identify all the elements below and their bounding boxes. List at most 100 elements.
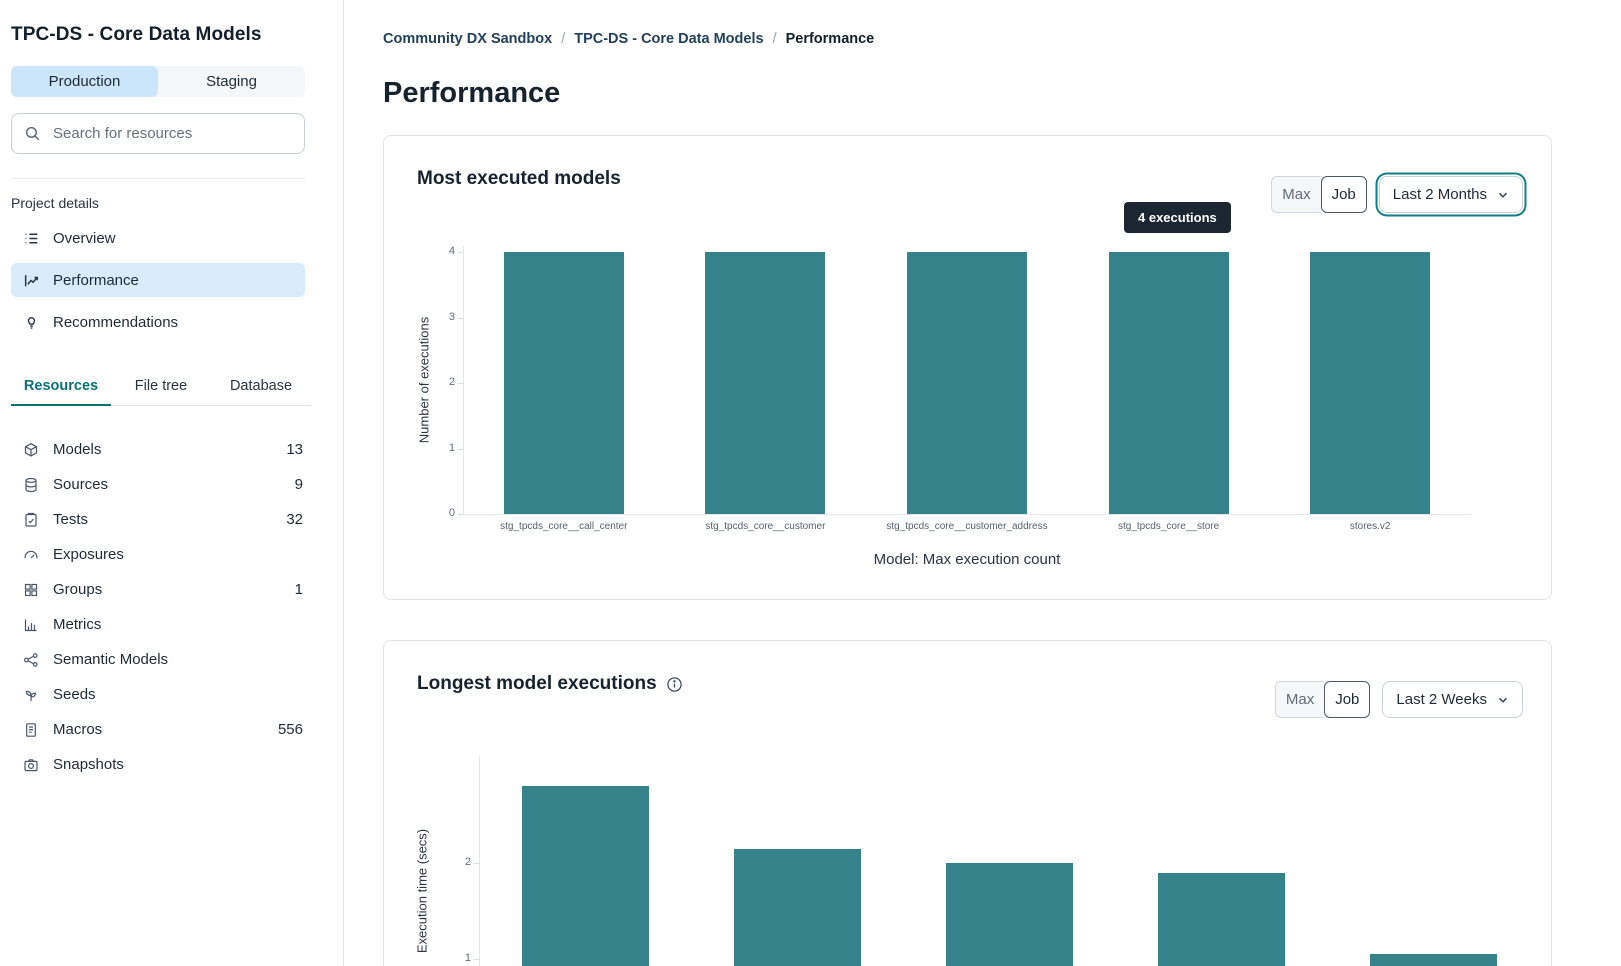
resource-item-seeds[interactable]: Seeds [11, 677, 305, 712]
max-toggle-button[interactable]: Max [1274, 681, 1325, 718]
breadcrumb-current: Performance [785, 31, 875, 47]
resource-count: 556 [277, 721, 303, 738]
y-axis-line [479, 756, 480, 966]
bar-2[interactable] [945, 863, 1073, 966]
bar-0[interactable] [503, 252, 624, 514]
bar-3[interactable] [1157, 872, 1285, 966]
grid-icon [23, 582, 39, 598]
x-category-label: stores.v2 [1349, 521, 1391, 532]
resource-label: Macros [53, 721, 103, 738]
time-range-dropdown[interactable]: Last 2 Months [1378, 176, 1523, 213]
y-tick-label: 1 [464, 952, 471, 964]
bar-3[interactable] [1108, 252, 1229, 514]
info-icon[interactable] [666, 676, 683, 693]
resource-item-groups[interactable]: Groups 1 [11, 572, 305, 607]
bar-4[interactable] [1310, 252, 1431, 514]
max-toggle-button[interactable]: Max [1271, 176, 1321, 213]
aggregation-toggle: Max Job [1271, 176, 1367, 213]
project-details-label: Project details [11, 195, 99, 211]
resource-item-tests[interactable]: Tests 32 [11, 502, 305, 537]
x-category-label: stg_tpcds_core__customer [705, 521, 826, 532]
document-icon [23, 722, 39, 738]
y-tick-mark [458, 383, 463, 384]
resource-count: 13 [286, 441, 303, 458]
resource-search [11, 113, 305, 154]
main-content: Community DX Sandbox / TPC-DS - Core Dat… [345, 0, 1621, 966]
sidebar-divider [11, 178, 305, 179]
resource-item-macros[interactable]: Macros 556 [11, 712, 305, 747]
bar-1[interactable] [733, 848, 861, 966]
chart-tooltip: 4 executions [1124, 202, 1231, 233]
sidebar-item-recommendations[interactable]: Recommendations [11, 305, 305, 339]
chart-title: Most executed models [417, 168, 621, 189]
bar-1[interactable] [705, 252, 826, 514]
y-tick-label: 1 [448, 441, 455, 454]
y-tick-label: 2 [448, 376, 455, 388]
project-nav: Overview Performance Recommendations [11, 221, 305, 339]
lightbulb-icon [23, 314, 40, 331]
resource-label: Models [53, 441, 102, 458]
breadcrumb-link-project[interactable]: TPC-DS - Core Data Models [574, 31, 764, 47]
resource-label: Tests [53, 511, 89, 528]
sidebar-item-label: Recommendations [53, 313, 179, 331]
bar-0[interactable] [521, 786, 649, 966]
time-range-value: Last 2 Weeks [1396, 691, 1487, 708]
bar-2[interactable] [907, 252, 1027, 514]
resource-label: Exposures [53, 546, 124, 563]
chevron-down-icon [1497, 694, 1509, 706]
chart-title: Longest model executions [417, 673, 683, 695]
resource-item-models[interactable]: Models 13 [11, 432, 305, 467]
y-axis-title: Number of executions [416, 316, 432, 444]
x-category-label: stg_tpcds_core__call_center [500, 521, 628, 532]
resource-item-exposures[interactable]: Exposures [11, 537, 305, 572]
tab-database[interactable]: Database [229, 378, 293, 394]
y-tick-label: 0 [448, 507, 455, 519]
y-tick-label: 2 [464, 856, 471, 868]
job-toggle-button[interactable]: Job [1320, 176, 1367, 213]
breadcrumb-separator: / [772, 31, 777, 47]
time-range-value: Last 2 Months [1392, 186, 1487, 203]
sidebar-item-label: Overview [53, 229, 116, 247]
bar-4[interactable] [1369, 954, 1497, 966]
y-tick-label: 3 [448, 310, 455, 323]
resource-item-sources[interactable]: Sources 9 [11, 467, 305, 502]
tab-resources[interactable]: Resources [11, 369, 111, 406]
sidebar-item-performance[interactable]: Performance [11, 263, 305, 297]
sidebar-item-overview[interactable]: Overview [11, 221, 305, 255]
resource-item-metrics[interactable]: Metrics [11, 607, 305, 642]
time-range-dropdown[interactable]: Last 2 Weeks [1382, 681, 1523, 718]
seedling-icon [23, 687, 39, 703]
resource-count: 1 [294, 581, 303, 598]
database-icon [23, 477, 39, 493]
bar-chart-icon [23, 617, 39, 633]
resource-label: Seeds [53, 686, 96, 703]
page-title: Performance [383, 77, 561, 110]
y-tick-label: 4 [448, 245, 455, 257]
y-tick-mark [458, 514, 463, 515]
job-toggle-button[interactable]: Job [1324, 681, 1371, 718]
longest-model-executions-card: Longest model executions Max Job Last 2 … [383, 640, 1552, 966]
x-category-label: stg_tpcds_core__store [1118, 521, 1220, 532]
resource-item-semantic-models[interactable]: Semantic Models [11, 642, 305, 677]
resource-count: 9 [294, 476, 303, 493]
resource-label: Semantic Models [53, 651, 169, 668]
tab-production[interactable]: Production [11, 66, 158, 97]
sidebar: TPC-DS - Core Data Models Production Sta… [0, 0, 344, 966]
resource-label: Snapshots [53, 756, 124, 773]
tab-staging[interactable]: Staging [206, 73, 257, 90]
x-axis-line [463, 514, 1471, 515]
tab-file-tree[interactable]: File tree [134, 378, 188, 394]
x-category-label: stg_tpcds_core__customer_address [886, 521, 1048, 532]
chevron-down-icon [1497, 189, 1509, 201]
resource-tabs: Resources File tree Database [11, 369, 311, 406]
sidebar-item-label: Performance [53, 271, 139, 289]
resource-label: Metrics [53, 616, 102, 633]
y-axis-line [463, 246, 464, 514]
resource-item-snapshots[interactable]: Snapshots [11, 747, 305, 782]
breadcrumb: Community DX Sandbox / TPC-DS - Core Dat… [383, 31, 874, 47]
y-axis-title: Execution time (secs) [414, 828, 430, 954]
search-input[interactable] [11, 113, 305, 154]
breadcrumb-link-account[interactable]: Community DX Sandbox [383, 31, 553, 47]
y-tick-mark [458, 252, 463, 253]
